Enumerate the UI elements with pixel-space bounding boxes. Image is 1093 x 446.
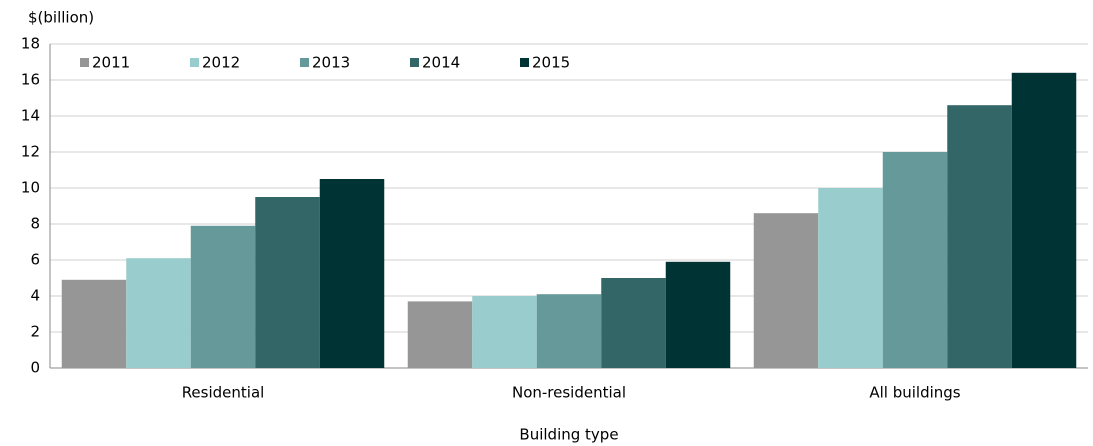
- bar: [126, 258, 191, 368]
- legend-label: 2013: [312, 54, 350, 72]
- y-tick-label: 2: [30, 323, 40, 341]
- legend-swatch: [520, 58, 529, 67]
- y-tick-label: 10: [21, 179, 40, 197]
- bar: [601, 278, 666, 368]
- bar: [407, 301, 473, 368]
- legend-swatch: [410, 58, 419, 67]
- x-tick-label: Non-residential: [512, 384, 626, 402]
- x-tick-label: Residential: [182, 384, 265, 402]
- y-axis-label: $(billion): [28, 9, 94, 27]
- x-tick-label: All buildings: [869, 384, 960, 402]
- y-tick-label: 4: [30, 287, 40, 305]
- bar: [472, 296, 537, 368]
- y-tick-label: 6: [30, 251, 40, 269]
- y-tick-label: 14: [21, 107, 40, 125]
- y-tick-label: 0: [30, 359, 40, 377]
- legend-label: 2011: [92, 54, 130, 72]
- legend-swatch: [300, 58, 309, 67]
- legend-label: 2014: [422, 54, 460, 72]
- bar: [319, 179, 385, 368]
- bar: [61, 279, 127, 368]
- bar: [753, 213, 819, 368]
- x-axis-label: Building type: [519, 426, 618, 444]
- legend-swatch: [80, 58, 89, 67]
- bar: [818, 188, 883, 368]
- y-tick-label: 12: [21, 143, 40, 161]
- legend-swatch: [190, 58, 199, 67]
- legend-label: 2015: [532, 54, 570, 72]
- y-tick-label: 16: [21, 71, 40, 89]
- bar: [882, 152, 948, 368]
- legend-label: 2012: [202, 54, 240, 72]
- bar: [536, 294, 602, 368]
- y-tick-label: 8: [30, 215, 40, 233]
- y-tick-label: 18: [21, 35, 40, 53]
- bar: [255, 197, 320, 368]
- bar: [665, 261, 731, 368]
- bar: [947, 105, 1012, 368]
- bar: [190, 225, 256, 368]
- bar: [1011, 72, 1077, 369]
